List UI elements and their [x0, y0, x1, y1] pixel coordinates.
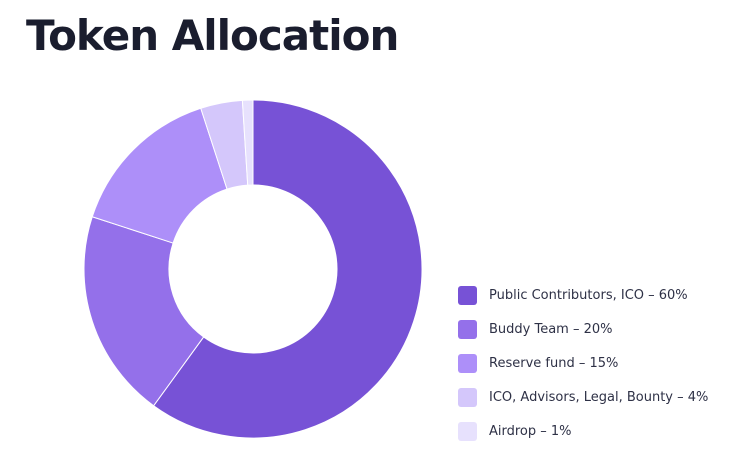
donut-slice-5 — [241, 99, 254, 186]
legend-item: Reserve fund – 15% — [458, 346, 708, 380]
legend-swatch — [458, 353, 477, 373]
chart-legend: Public Contributors, ICO – 60% Buddy Team… — [458, 278, 708, 448]
legend-label: Buddy Team – 20% — [489, 321, 613, 337]
legend-label: Airdrop – 1% — [489, 423, 572, 439]
legend-swatch — [458, 285, 477, 305]
legend-swatch — [458, 387, 477, 407]
legend-item: ICO, Advisors, Legal, Bounty – 4% — [458, 380, 708, 414]
legend-item: Airdrop – 1% — [458, 414, 708, 448]
donut-slice-1 — [152, 99, 423, 439]
page-title: Token Allocation — [26, 11, 399, 60]
legend-label: Public Contributors, ICO – 60% — [489, 287, 688, 303]
donut-slices — [83, 99, 423, 439]
legend-item: Public Contributors, ICO – 60% — [458, 278, 708, 312]
legend-label: ICO, Advisors, Legal, Bounty – 4% — [489, 389, 709, 405]
legend-item: Buddy Team – 20% — [458, 312, 708, 346]
donut-slice-2 — [83, 216, 205, 407]
legend-swatch — [458, 421, 477, 441]
legend-swatch — [458, 319, 477, 339]
legend-label: Reserve fund – 15% — [489, 355, 619, 371]
